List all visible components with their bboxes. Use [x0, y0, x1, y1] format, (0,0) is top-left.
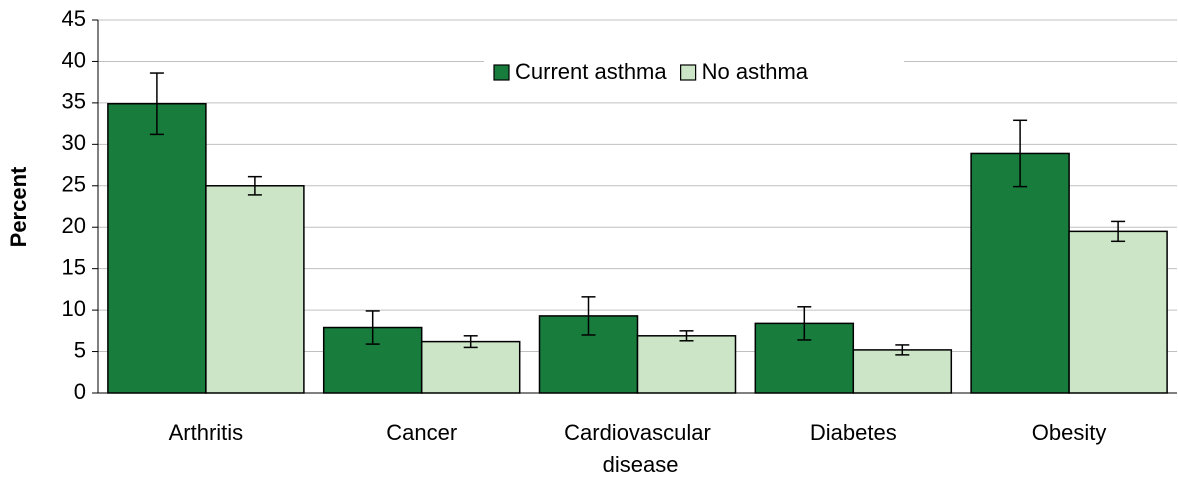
y-axis-label: Percent: [6, 166, 31, 247]
y-tick-label: 10: [62, 296, 86, 321]
y-tick-label: 5: [74, 337, 86, 362]
y-tick-label: 45: [62, 6, 86, 31]
error-bar: [365, 310, 380, 345]
y-tick-label: 30: [62, 130, 86, 155]
bar: [1068, 230, 1168, 394]
error-bar: [247, 175, 262, 196]
error-bar: [149, 72, 164, 136]
y-tick-label: 20: [62, 213, 86, 238]
error-bar: [581, 296, 596, 336]
bar: [970, 152, 1070, 394]
bar: [636, 335, 737, 394]
legend-label: No asthma: [702, 59, 809, 84]
y-tick-label: 15: [62, 254, 86, 279]
y-tick-label: 0: [74, 379, 86, 404]
x-tick-label: Arthritis: [169, 420, 244, 445]
x-tick-label: Obesity: [1032, 420, 1107, 445]
legend-label: Current asthma: [515, 59, 667, 84]
error-bar: [895, 344, 910, 356]
bar: [205, 185, 305, 394]
error-bar: [463, 335, 478, 349]
legend: Current asthma No asthma: [484, 55, 904, 91]
bar: [107, 102, 207, 394]
error-bar: [797, 306, 812, 341]
y-tick-label: 35: [62, 89, 86, 114]
legend-swatch: [680, 64, 697, 81]
error-bar: [1111, 220, 1126, 243]
y-tick-label: 25: [62, 172, 86, 197]
x-tick-label: Diabetes: [810, 420, 897, 445]
error-bar: [1013, 119, 1028, 188]
x-tick-label: Cardiovascular disease: [564, 420, 711, 477]
y-tick-label: 40: [62, 47, 86, 72]
x-tick-label-line: Cardiovascular: [564, 420, 711, 445]
x-tick-label: Cancer: [386, 420, 457, 445]
error-bar: [679, 330, 694, 342]
legend-swatch: [493, 64, 510, 81]
x-tick-label-line: disease: [597, 452, 679, 477]
bar: [852, 349, 953, 394]
bar: [420, 340, 521, 394]
